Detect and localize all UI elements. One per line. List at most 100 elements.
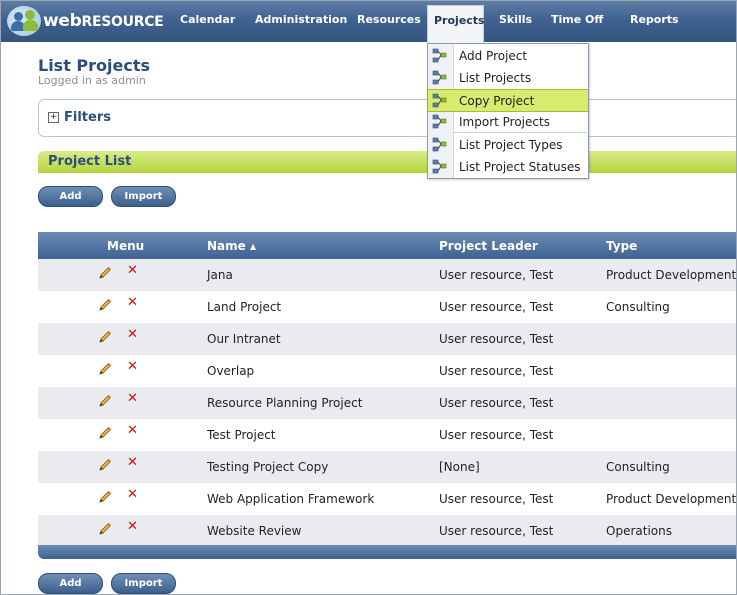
project-type: Product Development	[606, 268, 737, 282]
menu-item-copy-project[interactable]: Copy Project	[428, 89, 588, 112]
nav-resources[interactable]: Resources	[357, 13, 421, 26]
delete-x-icon[interactable]: ✕	[127, 519, 138, 534]
project-type: Product Development	[606, 492, 737, 506]
delete-x-icon[interactable]: ✕	[127, 487, 138, 502]
logo-resource: RESOURCE	[81, 14, 164, 30]
project-leader: User resource, Test	[439, 396, 554, 410]
import-button-top[interactable]: Import	[111, 186, 176, 207]
pencil-icon[interactable]	[98, 522, 112, 536]
page-title: List Projects	[38, 56, 151, 75]
pencil-icon[interactable]	[98, 362, 112, 376]
pencil-icon[interactable]	[98, 490, 112, 504]
project-leader: User resource, Test	[439, 524, 554, 538]
project-tree-icon	[432, 159, 448, 174]
nav-skills[interactable]: Skills	[499, 13, 533, 26]
menu-item-list-projects[interactable]: List Projects	[428, 67, 588, 88]
table-row: ✕ Testing Project Copy [None] Consulting	[38, 451, 736, 483]
table-row: ✕ Test Project User resource, Test	[38, 419, 736, 451]
table-row: ✕ Resource Planning Project User resource,…	[38, 387, 736, 419]
project-type: Consulting	[606, 460, 670, 474]
add-button-bottom[interactable]: Add	[38, 573, 103, 594]
project-leader: User resource, Test	[439, 300, 554, 314]
project-leader: User resource, Test	[439, 364, 554, 378]
sort-asc-icon: ▲	[249, 242, 257, 251]
menu-item-import-projects[interactable]: Import Projects	[428, 111, 588, 132]
project-leader: User resource, Test	[439, 332, 554, 346]
logo-web: web	[43, 11, 82, 31]
project-leader: User resource, Test	[439, 428, 554, 442]
top-nav-bar: webRESOURCE Calendar Administration Reso…	[1, 1, 736, 44]
project-list-header: Project List	[38, 151, 736, 173]
table-header: Menu Name ▲ Project Leader Type	[38, 232, 736, 259]
menu-separator	[453, 132, 587, 133]
nav-time-off[interactable]: Time Off	[551, 13, 604, 26]
pencil-icon[interactable]	[98, 458, 112, 472]
delete-x-icon[interactable]: ✕	[127, 327, 138, 342]
project-tree-icon	[432, 93, 448, 108]
col-name[interactable]: Name ▲	[207, 239, 256, 253]
menu-item-label: List Projects	[459, 71, 532, 85]
project-name: Land Project	[207, 300, 282, 314]
delete-x-icon[interactable]: ✕	[127, 455, 138, 470]
login-info: Logged in as admin	[38, 74, 146, 87]
nav-calendar[interactable]: Calendar	[180, 13, 236, 26]
table-row: ✕ Overlap User resource, Test	[38, 355, 736, 387]
nav-projects[interactable]: Projects	[427, 5, 485, 44]
project-name: Testing Project Copy	[207, 460, 329, 474]
projects-dropdown-menu: Add Project List Projects Copy Project Impo…	[427, 43, 589, 179]
pencil-icon[interactable]	[98, 394, 112, 408]
delete-x-icon[interactable]: ✕	[127, 359, 138, 374]
nav-administration[interactable]: Administration	[255, 13, 348, 26]
delete-x-icon[interactable]: ✕	[127, 391, 138, 406]
project-name: Resource Planning Project	[207, 396, 363, 410]
menu-item-label: Add Project	[459, 49, 528, 63]
project-tree-icon	[432, 114, 448, 129]
logo-wordmark: webRESOURCE	[43, 11, 164, 31]
project-name: Overlap	[207, 364, 255, 378]
project-leader: User resource, Test	[439, 492, 554, 506]
col-menu: Menu	[107, 239, 145, 253]
nav-reports[interactable]: Reports	[630, 13, 679, 26]
menu-item-list-project-types[interactable]: List Project Types	[428, 134, 588, 155]
project-tree-icon	[432, 137, 448, 152]
pencil-icon[interactable]	[98, 330, 112, 344]
menu-item-list-project-statuses[interactable]: List Project Statuses	[428, 156, 588, 177]
table-row: ✕ Our Intranet User resource, Test	[38, 323, 736, 355]
project-list-label: Project List	[48, 154, 132, 169]
menu-item-label: List Project Types	[459, 138, 563, 152]
menu-item-add-project[interactable]: Add Project	[428, 45, 588, 66]
menu-item-label: List Project Statuses	[459, 160, 581, 174]
delete-x-icon[interactable]: ✕	[127, 423, 138, 438]
pencil-icon[interactable]	[98, 298, 112, 312]
table-row: ✕ Land Project User resource, Test Consulti…	[38, 291, 736, 323]
project-leader: [None]	[439, 460, 480, 474]
project-name: Jana	[207, 268, 233, 282]
pencil-icon[interactable]	[98, 266, 112, 280]
logo-people-icon	[7, 6, 41, 36]
pencil-icon[interactable]	[98, 426, 112, 440]
menu-item-label: Import Projects	[459, 115, 550, 129]
expand-plus-icon[interactable]: +	[48, 112, 59, 123]
table-row: ✕ Web Application Framework User resource,…	[38, 483, 737, 515]
col-project-leader[interactable]: Project Leader	[439, 239, 538, 253]
project-tree-icon	[432, 48, 448, 63]
project-type: Operations	[606, 524, 672, 538]
project-name: Test Project	[207, 428, 276, 442]
project-name: Website Review	[207, 524, 302, 538]
app-logo[interactable]: webRESOURCE	[7, 6, 164, 37]
add-button-top[interactable]: Add	[38, 186, 103, 207]
import-button-bottom[interactable]: Import	[111, 573, 176, 594]
nav-projects-label: Projects	[434, 14, 485, 27]
delete-x-icon[interactable]: ✕	[127, 295, 138, 310]
table-row: ✕ Jana User resource, Test Product Developm…	[38, 259, 737, 291]
project-leader: User resource, Test	[439, 268, 554, 282]
table-row: ✕ Website Review User resource, Test Operat…	[38, 515, 736, 547]
filters-label[interactable]: Filters	[64, 110, 111, 125]
table-footer	[38, 545, 736, 559]
delete-x-icon[interactable]: ✕	[127, 263, 138, 278]
project-type: Consulting	[606, 300, 670, 314]
col-type[interactable]: Type	[606, 239, 638, 253]
col-name-label: Name	[207, 239, 246, 253]
project-tree-icon	[432, 70, 448, 85]
